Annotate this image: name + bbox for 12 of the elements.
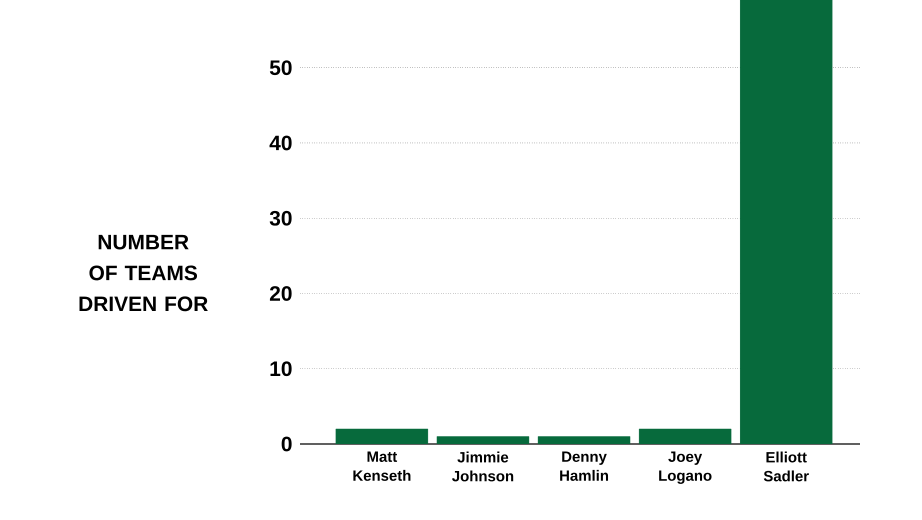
x-tick-label: Denny Hamlin — [560, 452, 608, 481]
y-tick-label: 30 — [270, 210, 292, 226]
x-tick-label: Matt Kenseth — [353, 452, 410, 481]
y-tick-label: 40 — [270, 136, 292, 150]
y-tick-label: 50 — [270, 60, 292, 76]
x-tick-label: Joey Logano — [659, 452, 712, 484]
y-tick-label: 0 — [282, 436, 292, 452]
x-tick-label: Jimmie Johnson — [452, 452, 514, 482]
y-tick-label: 10 — [270, 361, 292, 376]
x-tick-label: Elliott Sadler — [764, 452, 809, 482]
y-axis-title: NUMBER OF TEAMS DRIVEN FOR — [80, 234, 208, 312]
y-tick-label: 20 — [270, 286, 292, 301]
